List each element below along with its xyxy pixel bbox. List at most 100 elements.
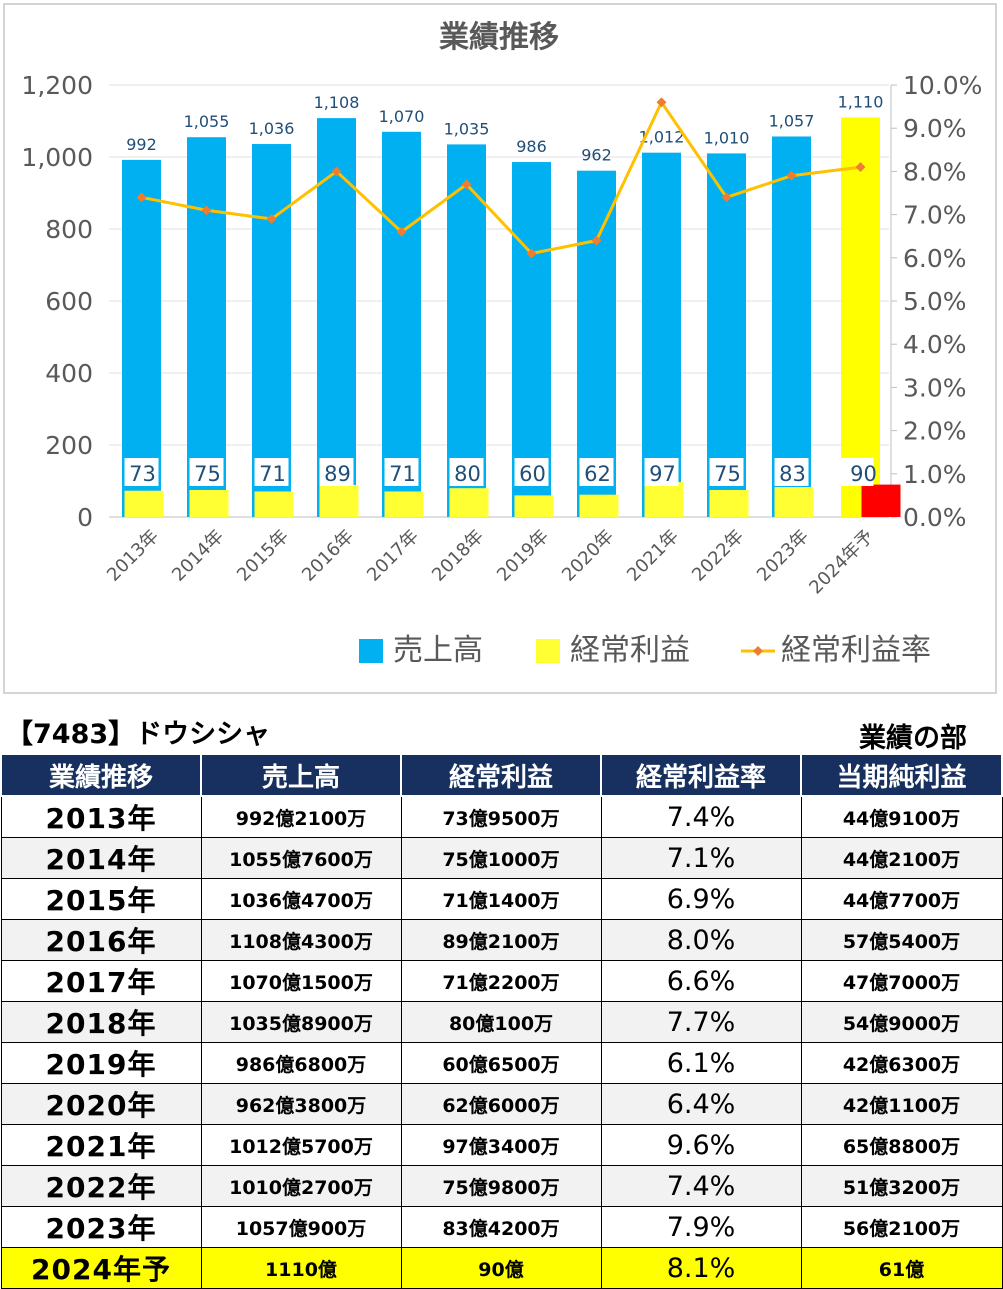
row-sales: 1012億5700万 xyxy=(200,1124,402,1166)
y-left-tick-label: 1,000 xyxy=(21,143,93,172)
row-period: 2019年 xyxy=(0,1042,202,1084)
header-ordinary-profit: 経常利益 xyxy=(400,753,602,797)
y-right-tick-label: 1.0% xyxy=(903,460,967,489)
y-left-tick-label: 600 xyxy=(45,287,93,316)
table-header-row: 業績推移 売上高 経常利益 経常利益率 当期純利益 xyxy=(0,753,1003,797)
table-row: 2022年 1010億2700万 75億9800万 7.4% 51億3200万 xyxy=(0,1165,1003,1207)
row-net-income: 44億7700万 xyxy=(800,878,1003,920)
margin-point xyxy=(591,235,602,246)
x-tick-label: 2019年 xyxy=(493,526,553,586)
sales-bar xyxy=(382,131,421,518)
table-row: 2014年 1055億7600万 75億1000万 7.1% 44億2100万 xyxy=(0,837,1003,879)
row-ordinary-profit: 80億100万 xyxy=(400,1001,602,1043)
row-sales: 1110億 xyxy=(200,1247,402,1289)
sales-data-label: 1,055 xyxy=(184,112,230,131)
sales-bar xyxy=(512,162,551,518)
profit-data-label: 71 xyxy=(389,462,416,486)
sales-bar xyxy=(252,144,291,518)
profit-data-label: 83 xyxy=(779,462,806,486)
profit-data-label: 75 xyxy=(714,462,741,486)
row-sales: 1055億7600万 xyxy=(200,837,402,879)
x-tick-label: 2013年 xyxy=(103,526,163,586)
sales-data-label: 1,012 xyxy=(639,128,685,147)
margin-point xyxy=(331,166,342,177)
y-right-tick-label: 9.0% xyxy=(903,114,967,143)
row-period: 2015年 xyxy=(0,878,202,920)
row-net-income: 42億6300万 xyxy=(800,1042,1003,1084)
row-period: 2018年 xyxy=(0,1001,202,1043)
x-tick-label: 2023年 xyxy=(753,526,813,586)
header-period: 業績推移 xyxy=(0,753,202,797)
row-ordinary-profit: 90億 xyxy=(400,1247,602,1289)
performance-table: 業績推移 売上高 経常利益 経常利益率 当期純利益 2013年 992億2100万… xyxy=(0,753,1003,1289)
row-period: 2013年 xyxy=(0,795,202,838)
y-left-tick-label: 200 xyxy=(45,431,93,460)
row-ordinary-profit: 73億9500万 xyxy=(400,795,602,838)
table-row: 2013年 992億2100万 73億9500万 7.4% 44億9100万 xyxy=(0,795,1003,838)
chart-frame: 業績推移 0 200 400 600 800 1,000 1,200 0.0% 1.0% 2.0% 3… xyxy=(3,3,997,694)
table-row: 2021年 1012億5700万 97億3400万 9.6% 65億8800万 xyxy=(0,1124,1003,1166)
x-tick-label: 2021年 xyxy=(623,526,683,586)
margin-point xyxy=(526,248,537,259)
profit-bar xyxy=(254,491,294,517)
sales-data-label: 1,036 xyxy=(249,119,295,138)
table-row: 2019年 986億6800万 60億6500万 6.1% 42億6300万 xyxy=(0,1042,1003,1084)
sales-bar xyxy=(447,144,486,517)
y-right-tick-label: 8.0% xyxy=(903,157,967,186)
profit-label-box xyxy=(189,458,224,486)
row-ordinary-profit: 89億2100万 xyxy=(400,919,602,961)
row-period: 2016年 xyxy=(0,919,202,961)
y-left-tick-label: 400 xyxy=(45,359,93,388)
profit-label-box xyxy=(774,458,809,486)
profit-data-label: 73 xyxy=(129,462,156,486)
sales-data-label: 992 xyxy=(126,135,157,154)
header-sales: 売上高 xyxy=(200,753,402,797)
profit-data-label: 80 xyxy=(454,462,481,486)
y-right-tick-label: 5.0% xyxy=(903,287,967,316)
table-row: 2024年予 1110億 90億 8.1% 61億 xyxy=(0,1247,1003,1289)
profit-data-label: 71 xyxy=(259,462,286,486)
row-profit-margin: 9.6% xyxy=(600,1124,802,1166)
profit-label-box xyxy=(254,458,289,486)
x-tick-label: 2014年 xyxy=(168,526,228,586)
row-profit-margin: 7.9% xyxy=(600,1206,802,1248)
profit-bar xyxy=(449,488,489,517)
chart-title: 業績推移 xyxy=(439,20,559,55)
sales-data-label: 1,110 xyxy=(838,92,884,111)
row-profit-margin: 7.1% xyxy=(600,837,802,879)
table-row: 2015年 1036億4700万 71億1400万 6.9% 44億7700万 xyxy=(0,878,1003,920)
legend-sales-label: 売上高 xyxy=(393,633,483,668)
row-ordinary-profit: 60億6500万 xyxy=(400,1042,602,1084)
y-left-tick-label: 1,200 xyxy=(21,71,93,100)
y-right-tick-label: 10.0% xyxy=(903,71,982,100)
row-ordinary-profit: 75億1000万 xyxy=(400,837,602,879)
profit-bar xyxy=(124,490,164,517)
profit-bar xyxy=(644,482,684,517)
row-period: 2023年 xyxy=(0,1206,202,1248)
profit-data-label: 62 xyxy=(584,462,611,486)
margin-point xyxy=(855,162,866,173)
row-period: 2022年 xyxy=(0,1165,202,1207)
x-tick-label: 2015年 xyxy=(233,526,293,586)
row-profit-margin: 6.6% xyxy=(600,960,802,1002)
section-title: 業績の部 xyxy=(859,723,967,754)
header-profit-margin: 経常利益率 xyxy=(600,753,802,797)
row-sales: 1035億8900万 xyxy=(200,1001,402,1043)
margin-point xyxy=(266,213,277,224)
profit-data-label: 60 xyxy=(519,462,546,486)
row-profit-margin: 7.7% xyxy=(600,1001,802,1043)
row-period: 2017年 xyxy=(0,960,202,1002)
row-net-income: 44億2100万 xyxy=(800,837,1003,879)
y-right-tick-label: 3.0% xyxy=(903,373,967,402)
sales-data-label: 1,035 xyxy=(444,119,490,138)
legend-sales-swatch xyxy=(359,639,383,663)
sales-data-label: 1,108 xyxy=(314,93,360,112)
margin-point xyxy=(461,179,472,190)
profit-bar xyxy=(384,491,424,517)
row-sales: 992億2100万 xyxy=(200,795,402,838)
row-ordinary-profit: 75億9800万 xyxy=(400,1165,602,1207)
row-ordinary-profit: 97億3400万 xyxy=(400,1124,602,1166)
row-profit-margin: 7.4% xyxy=(600,1165,802,1207)
row-sales: 986億6800万 xyxy=(200,1042,402,1084)
sales-data-label: 962 xyxy=(581,146,612,165)
